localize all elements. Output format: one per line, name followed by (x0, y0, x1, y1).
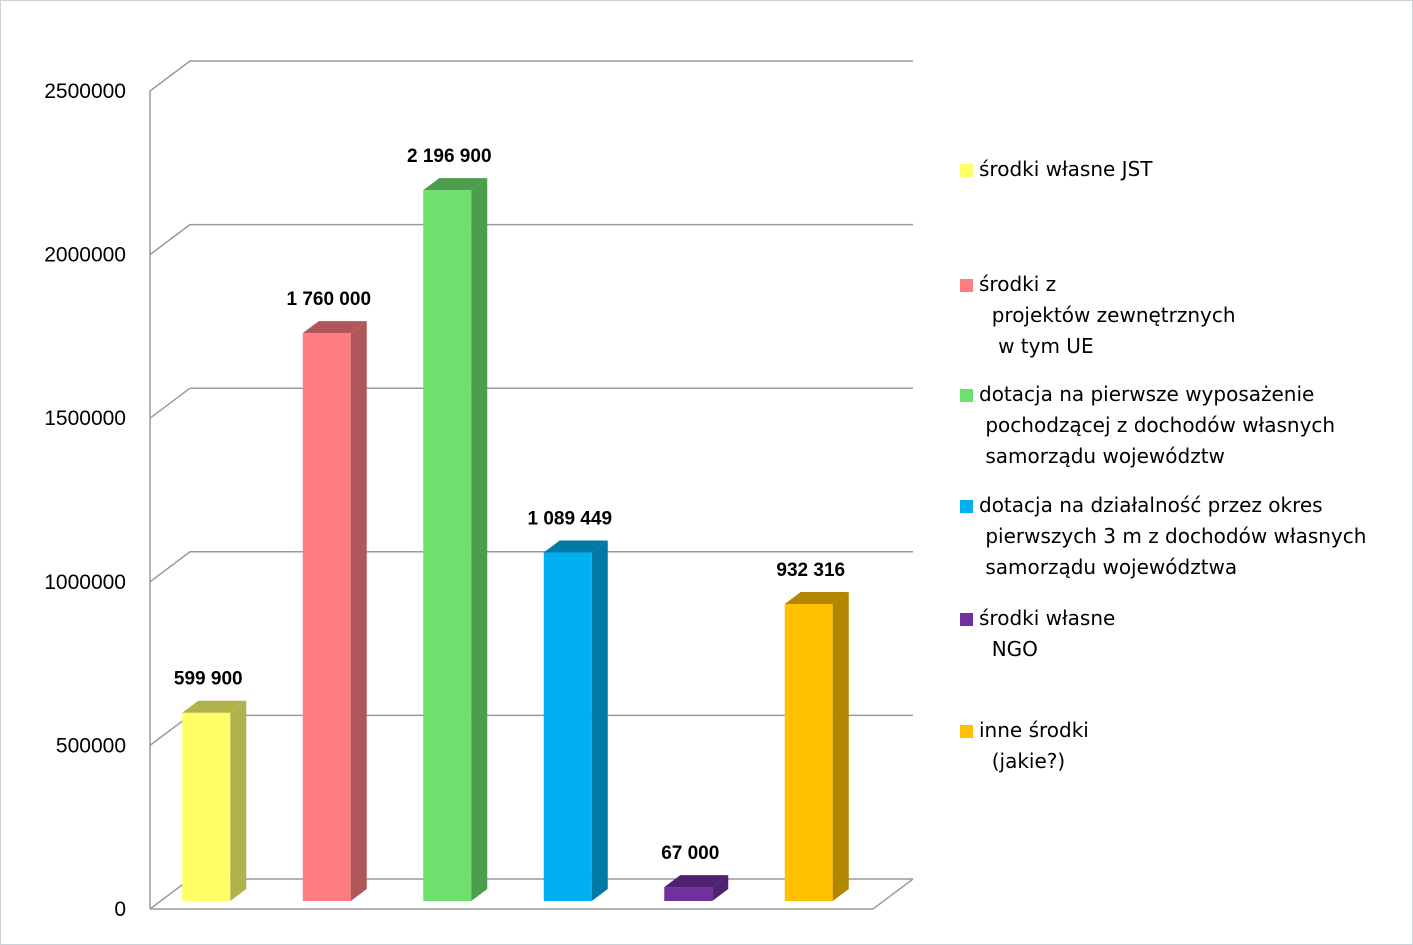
gridline (149, 387, 913, 419)
bar-front (664, 887, 713, 901)
bar-side (350, 321, 367, 901)
bar (543, 540, 608, 901)
legend-swatch (960, 725, 973, 738)
legend-label: dotacja na pierwsze wyposażenie pochodzą… (979, 382, 1336, 468)
gridline (149, 223, 913, 256)
bar-front (182, 712, 231, 901)
data-label: 1 760 000 (286, 289, 371, 310)
bar-top (543, 540, 608, 553)
data-label: 932 316 (776, 560, 845, 581)
bar-front (302, 333, 351, 901)
legend-label: środki z projektów zewnętrznych w tym UE (979, 272, 1236, 358)
legend-swatch (960, 164, 973, 177)
data-label: 599 900 (174, 669, 243, 690)
floor-right-edge (872, 878, 914, 910)
bar (423, 178, 488, 901)
y-axis-ticks: 0 500000 1000000 1500000 2000000 2500000 (44, 80, 126, 921)
bar-side (230, 700, 247, 901)
bar (664, 875, 729, 901)
bar-top (182, 700, 247, 713)
legend-item: środki własne JST (960, 154, 1153, 185)
bar (784, 591, 849, 901)
y-tick-label: 500000 (56, 734, 126, 757)
legend-item: inne środki (jakie?) (960, 715, 1089, 777)
legend-label: inne środki (jakie?) (979, 718, 1089, 773)
y-tick-label: 0 (114, 898, 126, 921)
bar-front (784, 603, 833, 901)
legend-swatch (960, 389, 973, 402)
bar-top (302, 321, 367, 334)
y-tick-label: 2000000 (44, 244, 126, 267)
bar-side (591, 540, 608, 901)
legend-swatch (960, 500, 973, 513)
bar-side (471, 178, 488, 901)
bar-side (832, 591, 849, 901)
legend-item: środki z projektów zewnętrznych w tym UE (960, 269, 1236, 362)
bar-side (712, 875, 729, 901)
legend-item: dotacja na działalność przez okres pierw… (960, 490, 1366, 583)
legend-swatch (960, 279, 973, 292)
bar (182, 700, 247, 901)
bar (302, 321, 367, 901)
legend-swatch (960, 613, 973, 626)
data-labels: 599 900 1 760 000 2 196 900 1 089 449 67 000… (174, 146, 845, 864)
legend-label: środki własne NGO (979, 606, 1116, 661)
legend-label: środki własne JST (979, 157, 1153, 181)
data-label: 1 089 449 (527, 509, 612, 530)
bars (182, 178, 849, 901)
y-tick-label: 1000000 (44, 571, 126, 594)
chart-walls (149, 91, 914, 910)
legend-item: środki własne NGO (960, 603, 1115, 665)
legend-label: dotacja na działalność przez okres pierw… (979, 493, 1367, 579)
bar-front (423, 190, 472, 901)
y-tick-label: 2500000 (44, 80, 126, 103)
gridline (149, 60, 913, 92)
gridline (149, 551, 913, 583)
data-label: 2 196 900 (407, 146, 492, 167)
bar-front (543, 552, 592, 901)
bar-top (784, 591, 849, 604)
bar-top (423, 178, 488, 191)
y-tick-label: 1500000 (44, 407, 126, 430)
bar-top (664, 875, 729, 888)
legend-item: dotacja na pierwsze wyposażenie pochodzą… (960, 379, 1335, 472)
data-label: 67 000 (661, 843, 719, 864)
